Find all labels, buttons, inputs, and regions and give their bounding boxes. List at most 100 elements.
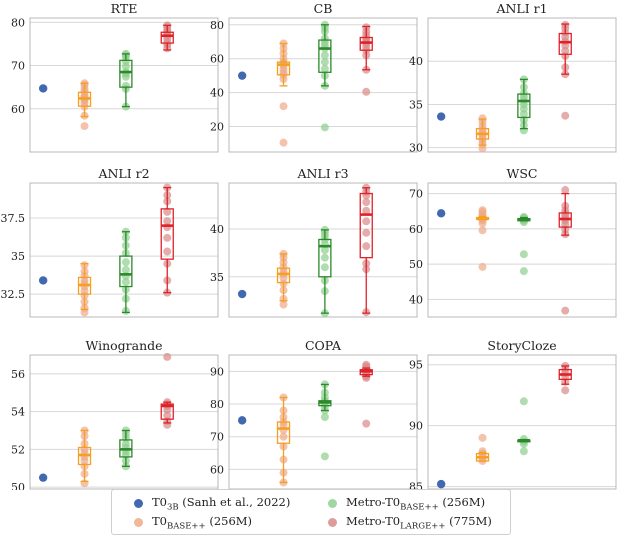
point-metro_large [163, 207, 172, 216]
y-tick-label: 40 [409, 293, 423, 306]
point-metro_base [121, 277, 130, 286]
panel-copa: COPA 60 70 80 90 [210, 338, 418, 490]
point-metro_base [519, 397, 528, 406]
legend-item-t0-3b: T03B (Sanh et al., 2022) [134, 495, 290, 512]
panel-title: ANLI r3 [296, 166, 348, 181]
panel-storycloze: StoryCloze 85 90 95 [409, 338, 617, 490]
legend-item-metro-large: Metro-T0LARGE++ (775M) [328, 514, 492, 531]
y-tick-label: 80 [210, 398, 224, 411]
y-tick-label: 56 [11, 368, 25, 381]
legend-item-t0-base: T0BASE++ (256M) [134, 514, 252, 531]
panel-title: COPA [305, 338, 342, 353]
panel-rte: RTE 60 70 80 [11, 1, 219, 153]
point-metro_large [163, 247, 172, 256]
legend-label: T0BASE++ (256M) [152, 514, 253, 532]
point-t0-3b [38, 473, 48, 482]
legend-label: Metro-T0BASE++ (256M) [346, 495, 486, 513]
point-metro_base [320, 263, 329, 272]
point-t0-3b [237, 71, 247, 80]
point-t0-3b [436, 479, 446, 489]
box-t0_base [276, 267, 291, 284]
panel-frame [228, 17, 418, 153]
point-t0-3b [436, 112, 446, 121]
panel-anli-r2: ANLI r2 32.5 35 37.5 [1, 166, 219, 318]
box-metro_base [318, 39, 332, 73]
point-t0_base [478, 433, 487, 442]
panel-title: ANLI r1 [495, 1, 547, 16]
panel-frame [427, 354, 617, 490]
y-tick-label: 80 [11, 16, 25, 29]
point-metro_base [121, 258, 130, 267]
box-metro_large [359, 192, 373, 259]
y-tick-label: 60 [409, 223, 423, 236]
panel-title: CB [314, 1, 333, 16]
panel-frame [29, 182, 219, 318]
point-metro_base [320, 246, 329, 254]
point-t0_base [80, 122, 89, 131]
point-metro_large [362, 217, 371, 226]
y-tick-label: 35 [11, 250, 25, 263]
y-tick-label: 35 [210, 271, 224, 284]
legend-marker [328, 518, 337, 528]
panel-anli-r1: ANLI r1 30 35 40 [409, 1, 617, 155]
y-tick-label: 70 [409, 188, 423, 201]
y-tick-label: 54 [11, 406, 25, 419]
point-t0-3b [237, 289, 247, 299]
legend-label: Metro-T0LARGE++ (775M) [346, 514, 492, 532]
point-metro_large [163, 233, 172, 242]
y-tick-label: 30 [409, 142, 423, 155]
panel-frame [29, 17, 219, 153]
y-tick-label: 50 [409, 258, 423, 271]
box-metro_base [517, 93, 531, 119]
point-metro_base [320, 58, 329, 67]
legend-marker [134, 518, 143, 528]
y-tick-label: 32.5 [1, 288, 26, 301]
point-t0-3b [436, 209, 446, 218]
panel-wsc: WSC 40 50 60 70 [409, 166, 617, 318]
point-t0-3b [38, 276, 48, 285]
y-tick-label: 60 [210, 463, 224, 476]
point-t0_base [279, 432, 288, 441]
point-metro_large [362, 419, 371, 428]
point-metro_large [561, 111, 570, 120]
point-t0_base [478, 226, 487, 235]
point-metro_base [519, 267, 528, 276]
panel-title: RTE [111, 1, 138, 16]
panel-frame [228, 182, 418, 318]
box-metro_base [119, 59, 133, 88]
legend-label: T03B (Sanh et al., 2022) [152, 495, 291, 513]
legend: T03B (Sanh et al., 2022) Metro-T0BASE++ (… [111, 489, 511, 535]
panel-title: Winogrande [85, 338, 162, 353]
point-metro_large [163, 411, 172, 420]
point-metro_base [320, 452, 329, 461]
point-metro_large [561, 186, 570, 195]
y-tick-label: 70 [11, 60, 25, 73]
point-metro_base [320, 413, 329, 422]
box-t0_base [276, 421, 291, 444]
panel-frame [427, 17, 617, 153]
point-metro_base [320, 123, 329, 132]
y-tick-label: 20 [210, 121, 224, 134]
y-tick-label: 80 [210, 19, 224, 32]
box-metro_large [558, 32, 572, 55]
point-metro_base [121, 81, 130, 90]
panel-title: StoryCloze [487, 338, 556, 353]
point-metro_large [561, 386, 570, 395]
y-tick-label: 37.5 [1, 212, 26, 225]
panel-title: ANLI r2 [97, 166, 149, 181]
point-metro_large [362, 87, 371, 96]
point-t0_base [478, 262, 487, 271]
point-t0_base [478, 206, 487, 215]
y-tick-label: 60 [11, 103, 25, 116]
panel-winogrande: Winogrande 50 52 54 56 [11, 338, 219, 490]
box-metro_large [160, 31, 174, 44]
y-tick-label: 90 [409, 420, 423, 433]
panel-cb: CB 20 40 60 80 [210, 1, 418, 153]
y-tick-label: 85 [409, 481, 423, 490]
point-metro_large [362, 206, 371, 215]
y-tick-label: 40 [409, 55, 423, 68]
point-metro_base [519, 447, 528, 456]
legend-marker [328, 499, 337, 509]
point-metro_base [121, 439, 130, 448]
legend-marker [134, 499, 143, 509]
